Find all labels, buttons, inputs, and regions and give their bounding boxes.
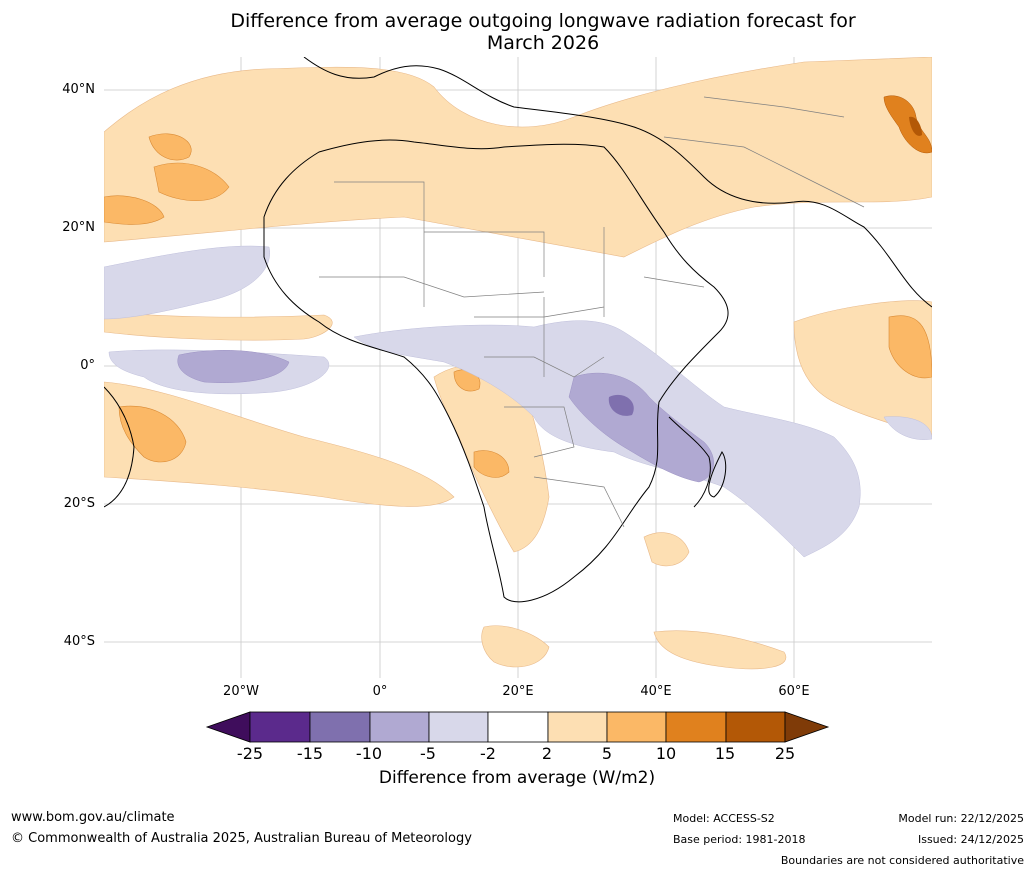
lat-label-40n: 40°N: [62, 82, 95, 97]
colorbar-tick: 25: [774, 744, 796, 763]
colorbar-segment-p15-p25: [725, 711, 786, 743]
coastlines: [104, 57, 932, 603]
negative-anomaly-strong: [608, 394, 634, 416]
colorbar-segment-n10-n5: [369, 711, 430, 743]
lat-label-0: 0°: [80, 358, 95, 373]
colorbar-segment-p10-p15: [665, 711, 727, 743]
colorbar: [205, 711, 830, 743]
colorbar-segment-n25-n15: [249, 711, 311, 743]
colorbar-segment-lt-25: [205, 711, 251, 743]
lon-label-0: 0°: [372, 684, 388, 699]
lon-label-20w: 20°W: [223, 684, 259, 699]
colorbar-tick: -25: [236, 744, 264, 763]
lat-label-20s: 20°S: [63, 496, 95, 511]
positive-anomaly-strong: [883, 95, 932, 154]
positive-anomaly-light: [104, 57, 932, 670]
footer-issued: Issued: 24/12/2025: [917, 833, 1024, 846]
colorbar-tick: 5: [601, 744, 613, 763]
colorbar-segment-p2-p5: [547, 711, 608, 743]
map-title: Difference from average outgoing longwav…: [0, 10, 1035, 54]
colorbar-segment-n2-p2: [487, 711, 549, 743]
map-title-line1: Difference from average outgoing longwav…: [230, 10, 856, 32]
colorbar-tick: 15: [714, 744, 736, 763]
forecast-map: [104, 57, 932, 678]
colorbar-tick: -2: [480, 744, 496, 763]
footer-model-run: Model run: 22/12/2025: [898, 812, 1024, 825]
colorbar-tick: 10: [655, 744, 677, 763]
lon-label-40e: 40°E: [640, 684, 672, 699]
country-borders: [319, 96, 865, 528]
footer-model: Model: ACCESS-S2: [673, 812, 775, 825]
footer-copyright: © Commonwealth of Australia 2025, Austra…: [11, 831, 472, 846]
negative-anomaly-medium: [177, 350, 714, 483]
colorbar-label: Difference from average (W/m2): [378, 768, 656, 788]
footer-website: www.bom.gov.au/climate: [11, 810, 175, 825]
lon-label-20e: 20°E: [502, 684, 534, 699]
lat-label-40s: 40°S: [63, 634, 95, 649]
lon-label-60e: 60°E: [778, 684, 810, 699]
colorbar-segment-n15-n10: [309, 711, 371, 743]
colorbar-tick: -15: [296, 744, 324, 763]
footer-disclaimer: Boundaries are not considered authoritat…: [780, 854, 1024, 867]
colorbar-segment-p5-p10: [606, 711, 667, 743]
positive-anomaly-medium: [104, 133, 932, 478]
footer-base-period: Base period: 1981-2018: [673, 833, 806, 846]
colorbar-tick: -10: [355, 744, 383, 763]
colorbar-segment-n5-n2: [428, 711, 489, 743]
colorbar-tick: -5: [420, 744, 436, 763]
colorbar-tick: 2: [541, 744, 553, 763]
colorbar-segment-gt-25: [784, 711, 830, 743]
map-canvas: [104, 57, 932, 678]
positive-anomaly-very-strong: [909, 116, 922, 136]
lat-label-20n: 20°N: [62, 220, 95, 235]
map-title-line2: March 2026: [486, 32, 600, 54]
